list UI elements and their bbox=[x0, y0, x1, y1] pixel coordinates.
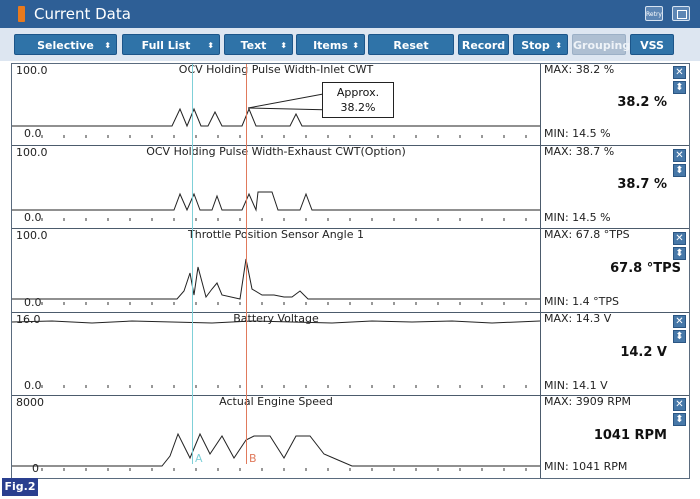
min-value: MIN: 14.1 V bbox=[544, 379, 608, 392]
panel-title: OCV Holding Pulse Width-Exhaust CWT(Opti… bbox=[146, 145, 406, 158]
selective-display-button[interactable]: Selective Display⬍ bbox=[14, 34, 117, 73]
max-value: MAX: 38.2 % bbox=[544, 63, 615, 76]
value-callout: Approx. 38.2% bbox=[322, 82, 394, 118]
full-list-button[interactable]: Full List ⬍ bbox=[122, 34, 220, 55]
current-value: 38.2 % bbox=[617, 95, 667, 110]
toolbar: Selective Display⬍ Full List ⬍ Text ⬍ Item… bbox=[0, 28, 700, 73]
reset-min-max-button[interactable]: Reset Min.Max bbox=[368, 34, 454, 73]
signal-trace bbox=[12, 258, 540, 305]
signal-trace bbox=[12, 191, 540, 221]
cursor-b-label: B bbox=[249, 452, 257, 465]
graph-panel: 100.0 0.0 Throttle Position Sensor Angle… bbox=[12, 228, 689, 313]
cursor-line-a[interactable] bbox=[192, 64, 193, 464]
max-value: MAX: 3909 RPM bbox=[544, 395, 632, 408]
y-axis-min-label: 0.0 bbox=[24, 127, 42, 140]
grouping-button[interactable]: Grouping bbox=[572, 34, 630, 55]
graph-plot: 100.0 0.0 Throttle Position Sensor Angle… bbox=[12, 228, 541, 312]
dropdown-arrows-icon: ⬍ bbox=[207, 41, 214, 50]
y-axis-max-label: 100.0 bbox=[16, 146, 48, 159]
signal-trace bbox=[12, 432, 540, 471]
close-icon[interactable]: ✕ bbox=[673, 398, 686, 411]
y-axis-max-label: 16.0 bbox=[16, 313, 41, 326]
stop-button[interactable]: Stop ⬍ bbox=[513, 34, 568, 55]
max-value: MAX: 14.3 V bbox=[544, 312, 612, 325]
panel-title: Battery Voltage bbox=[233, 312, 319, 325]
record-button[interactable]: Record bbox=[458, 34, 509, 55]
graph-area: 100.0 0.0 OCV Holding Pulse Width-Inlet … bbox=[11, 63, 690, 479]
callout-line-1: Approx. bbox=[336, 86, 380, 99]
y-axis-min-label: 0.0 bbox=[24, 296, 42, 309]
min-value: MIN: 14.5 % bbox=[544, 127, 611, 140]
title-marker-icon bbox=[18, 6, 25, 22]
y-axis-min-label: 0.0 bbox=[24, 379, 42, 392]
up-down-arrows-icon[interactable]: ⬍ bbox=[673, 164, 686, 177]
window-toggle-icon[interactable] bbox=[672, 6, 690, 21]
dropdown-arrows-icon: ⬍ bbox=[280, 41, 287, 50]
y-axis-min-label: 0.0 bbox=[24, 211, 42, 224]
y-axis-max-label: 100.0 bbox=[16, 64, 48, 77]
signal-trace bbox=[12, 91, 540, 138]
panel-title: OCV Holding Pulse Width-Inlet CWT bbox=[178, 63, 374, 76]
y-axis-max-label: 8000 bbox=[16, 396, 44, 409]
graph-panel: 16.0 0.0 Battery Voltage MAX: 14.3 V 14.… bbox=[12, 312, 689, 396]
graph-panel: 100.0 0.0 OCV Holding Pulse Width-Exhaus… bbox=[12, 145, 689, 229]
up-down-arrows-icon[interactable]: ⬍ bbox=[673, 247, 686, 260]
current-value: 14.2 V bbox=[620, 345, 667, 360]
stop-label: Stop bbox=[521, 39, 550, 52]
max-value: MAX: 38.7 % bbox=[544, 145, 615, 158]
graph-panel: 8000 0 Actual Engine Speed MAX: 3909 RPM… bbox=[12, 395, 689, 478]
dropdown-arrows-icon: ⬍ bbox=[104, 41, 111, 50]
value-panel: MAX: 67.8 °TPS 67.8 °TPS MIN: 1.4 °TPS ✕… bbox=[541, 228, 689, 312]
retry-icon[interactable]: Retry bbox=[645, 6, 663, 21]
title-bar: Current Data Retry bbox=[0, 0, 700, 29]
text-button[interactable]: Text ⬍ bbox=[224, 34, 293, 55]
current-value: 38.7 % bbox=[617, 177, 667, 192]
up-down-arrows-icon[interactable]: ⬍ bbox=[673, 413, 686, 426]
close-icon[interactable]: ✕ bbox=[673, 315, 686, 328]
min-value: MIN: 1.4 °TPS bbox=[544, 295, 619, 308]
y-axis-min-label: 0 bbox=[32, 462, 39, 475]
callout-line-2: 38.2% bbox=[340, 101, 376, 114]
window-title: Current Data bbox=[34, 5, 131, 23]
items-list-button[interactable]: Items List⬍ bbox=[296, 34, 365, 73]
up-down-arrows-icon[interactable]: ⬍ bbox=[673, 81, 686, 94]
graph-plot: 100.0 0.0 OCV Holding Pulse Width-Exhaus… bbox=[12, 145, 541, 228]
current-value: 67.8 °TPS bbox=[610, 261, 681, 276]
dropdown-arrows-icon: ⬍ bbox=[555, 41, 562, 50]
vss-button[interactable]: VSS bbox=[630, 34, 674, 55]
graph-plot: 8000 0 Actual Engine Speed bbox=[12, 395, 541, 478]
graph-panel: 100.0 0.0 OCV Holding Pulse Width-Inlet … bbox=[12, 63, 689, 146]
panel-title: Throttle Position Sensor Angle 1 bbox=[188, 228, 364, 241]
full-list-label: Full List bbox=[141, 39, 191, 52]
close-icon[interactable]: ✕ bbox=[673, 66, 686, 79]
current-value: 1041 RPM bbox=[593, 428, 667, 443]
figure-label: Fig.2 bbox=[2, 478, 38, 496]
close-icon[interactable]: ✕ bbox=[673, 149, 686, 162]
max-value: MAX: 67.8 °TPS bbox=[544, 228, 630, 241]
cursor-a-label: A bbox=[195, 452, 203, 465]
cursor-line-b[interactable] bbox=[246, 64, 247, 464]
value-panel: MAX: 14.3 V 14.2 V MIN: 14.1 V ✕ ⬍ bbox=[541, 312, 689, 395]
min-value: MIN: 1041 RPM bbox=[544, 460, 628, 473]
text-label: Text bbox=[240, 39, 267, 52]
graph-plot: 16.0 0.0 Battery Voltage bbox=[12, 312, 541, 395]
up-down-arrows-icon[interactable]: ⬍ bbox=[673, 330, 686, 343]
signal-trace bbox=[12, 320, 540, 388]
y-axis-max-label: 100.0 bbox=[16, 229, 48, 242]
graph-plot: 100.0 0.0 OCV Holding Pulse Width-Inlet … bbox=[12, 63, 541, 145]
min-value: MIN: 14.5 % bbox=[544, 211, 611, 224]
panel-title: Actual Engine Speed bbox=[219, 395, 333, 408]
value-panel: MAX: 38.7 % 38.7 % MIN: 14.5 % ✕ ⬍ bbox=[541, 145, 689, 228]
value-panel: MAX: 38.2 % 38.2 % MIN: 14.5 % ✕ ⬍ bbox=[541, 63, 689, 145]
value-panel: MAX: 3909 RPM 1041 RPM MIN: 1041 RPM ✕ ⬍ bbox=[541, 395, 689, 478]
close-icon[interactable]: ✕ bbox=[673, 232, 686, 245]
dropdown-arrows-icon: ⬍ bbox=[352, 41, 359, 50]
